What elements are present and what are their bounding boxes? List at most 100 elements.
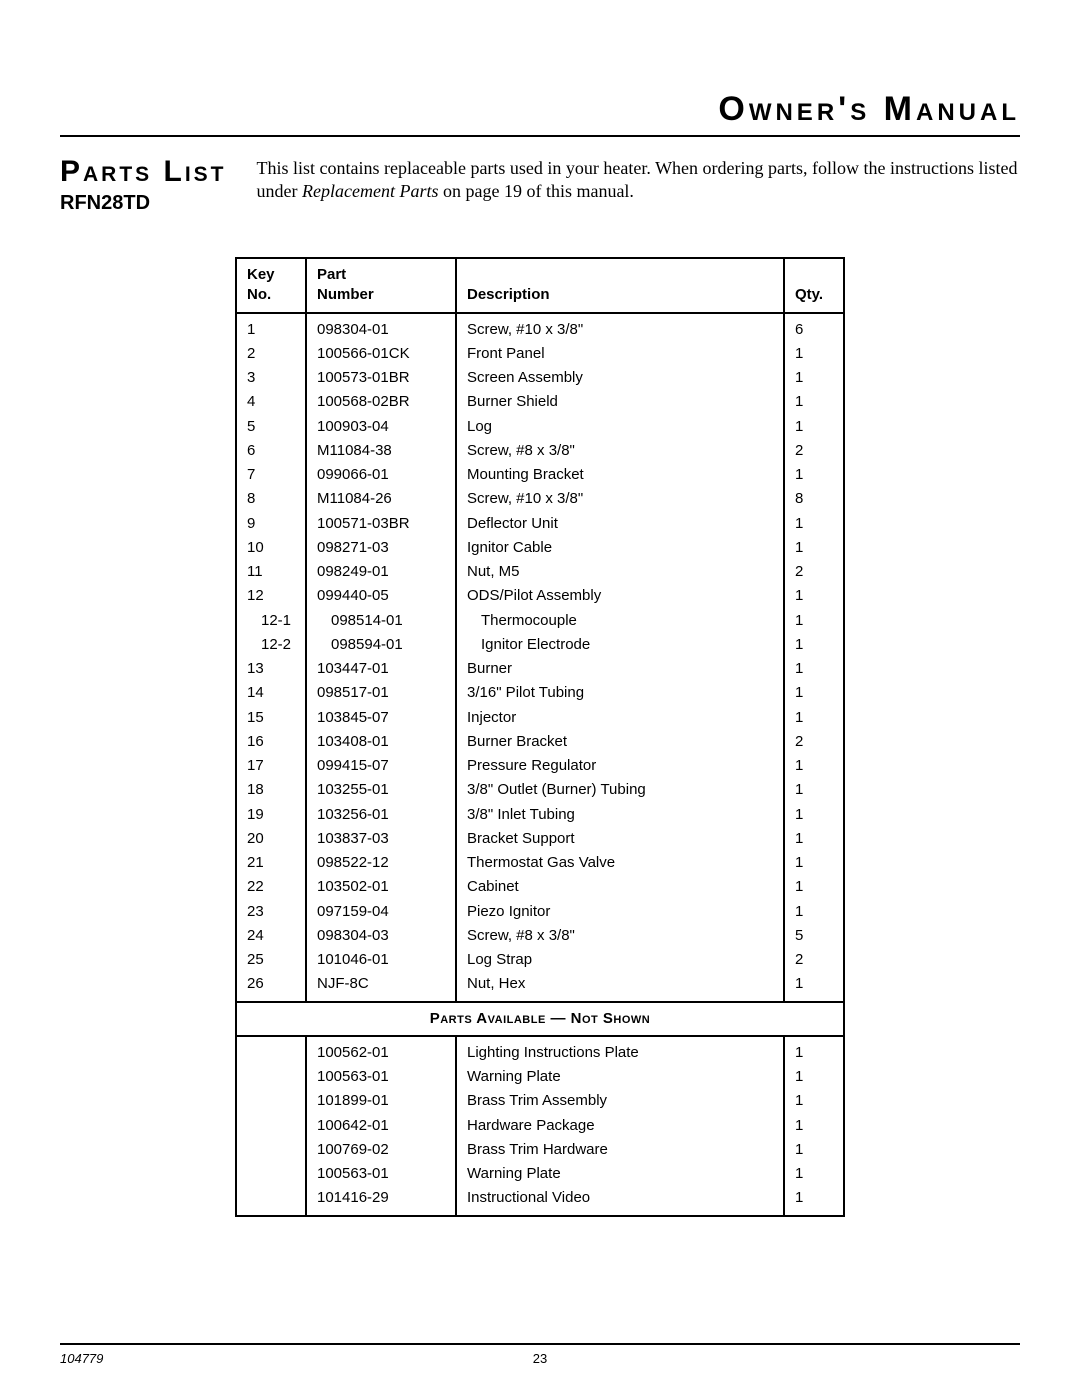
parts-table: Key No. Part Number Description Qty. 109… [235,257,845,1217]
cell-key: 19 [236,803,306,827]
cell-desc: Screen Assembly [456,366,784,390]
cell-part: 100642-01 [306,1114,456,1138]
cell-desc: Instructional Video [456,1186,784,1215]
table-row: 12-2098594-01Ignitor Electrode1 [236,633,844,657]
cell-desc: Piezo Ignitor [456,900,784,924]
table-row: 20103837-03Bracket Support1 [236,827,844,851]
cell-key: 1 [236,313,306,342]
cell-qty: 5 [784,924,844,948]
cell-qty: 1 [784,342,844,366]
cell-key: 12-1 [236,609,306,633]
cell-desc: Lighting Instructions Plate [456,1036,784,1065]
intro-text: This list contains replaceable parts use… [257,155,1020,202]
cell-key: 23 [236,900,306,924]
table-row: 23097159-04Piezo Ignitor1 [236,900,844,924]
col-key-l1: Key [247,266,275,283]
cell-key: 21 [236,851,306,875]
cell-qty: 1 [784,778,844,802]
cell-qty: 1 [784,803,844,827]
table-row: 100563-01Warning Plate1 [236,1065,844,1089]
cell-desc: Log [456,415,784,439]
cell-part: 099415-07 [306,754,456,778]
cell-part: 098514-01 [306,609,456,633]
parts-list-heading: Parts List [60,155,227,188]
cell-part: 100563-01 [306,1065,456,1089]
cell-qty: 1 [784,609,844,633]
cell-qty: 2 [784,439,844,463]
cell-part: 099440-05 [306,584,456,608]
table-row: 100769-02Brass Trim Hardware1 [236,1138,844,1162]
cell-desc: Nut, Hex [456,972,784,1001]
cell-desc: Hardware Package [456,1114,784,1138]
cell-key [236,1036,306,1065]
cell-part: 103256-01 [306,803,456,827]
cell-desc: Nut, M5 [456,560,784,584]
cell-qty: 2 [784,948,844,972]
table-row: 19103256-013/8" Inlet Tubing1 [236,803,844,827]
cell-desc: Screw, #8 x 3/8" [456,924,784,948]
cell-desc: ODS/Pilot Assembly [456,584,784,608]
cell-key: 5 [236,415,306,439]
cell-key: 4 [236,390,306,414]
table-row: 14098517-013/16" Pilot Tubing1 [236,681,844,705]
cell-key: 14 [236,681,306,705]
col-key-l2: No. [247,286,271,303]
cell-key: 10 [236,536,306,560]
cell-key [236,1186,306,1215]
table-row: 22103502-01Cabinet1 [236,875,844,899]
table-row: 18103255-013/8" Outlet (Burner) Tubing1 [236,778,844,802]
col-part: Part Number [306,258,456,313]
table-row: 12099440-05ODS/Pilot Assembly1 [236,584,844,608]
cell-qty: 1 [784,415,844,439]
cell-desc: Screw, #10 x 3/8" [456,313,784,342]
footer-rule [60,1343,1020,1345]
cell-desc: Ignitor Cable [456,536,784,560]
cell-part: 099066-01 [306,463,456,487]
cell-key: 12-2 [236,633,306,657]
table-row: 3100573-01BRScreen Assembly1 [236,366,844,390]
cell-qty: 2 [784,730,844,754]
cell-qty: 8 [784,487,844,511]
cell-part: 103845-07 [306,706,456,730]
cell-qty: 1 [784,633,844,657]
cell-part: 098304-01 [306,313,456,342]
cell-qty: 1 [784,681,844,705]
cell-desc: Bracket Support [456,827,784,851]
col-qty: Qty. [784,258,844,313]
cell-part: 100571-03BR [306,512,456,536]
table-row: 16103408-01Burner Bracket2 [236,730,844,754]
cell-part: 103255-01 [306,778,456,802]
cell-desc: Warning Plate [456,1065,784,1089]
cell-part: 100903-04 [306,415,456,439]
cell-qty: 1 [784,972,844,1001]
cell-key [236,1089,306,1113]
table-row: 4100568-02BRBurner Shield1 [236,390,844,414]
cell-desc: Mounting Bracket [456,463,784,487]
cell-qty: 1 [784,1114,844,1138]
cell-key: 9 [236,512,306,536]
cell-desc: Pressure Regulator [456,754,784,778]
cell-part: 098304-03 [306,924,456,948]
table-row: 100563-01Warning Plate1 [236,1162,844,1186]
cell-key [236,1065,306,1089]
cell-desc: Screw, #10 x 3/8" [456,487,784,511]
cell-desc: 3/16" Pilot Tubing [456,681,784,705]
cell-qty: 1 [784,463,844,487]
table-row: 10098271-03Ignitor Cable1 [236,536,844,560]
cell-key: 3 [236,366,306,390]
owners-manual-heading: Owner's Manual [60,90,1020,135]
cell-qty: 1 [784,1065,844,1089]
cell-key [236,1162,306,1186]
cell-qty: 1 [784,584,844,608]
cell-desc: Burner Bracket [456,730,784,754]
cell-key [236,1138,306,1162]
cell-part: 098271-03 [306,536,456,560]
cell-key: 6 [236,439,306,463]
table-row: 6M11084-38Screw, #8 x 3/8"2 [236,439,844,463]
cell-desc: Cabinet [456,875,784,899]
cell-desc: Screw, #8 x 3/8" [456,439,784,463]
cell-part: 098522-12 [306,851,456,875]
cell-key: 2 [236,342,306,366]
col-desc: Description [456,258,784,313]
cell-desc: Burner Shield [456,390,784,414]
